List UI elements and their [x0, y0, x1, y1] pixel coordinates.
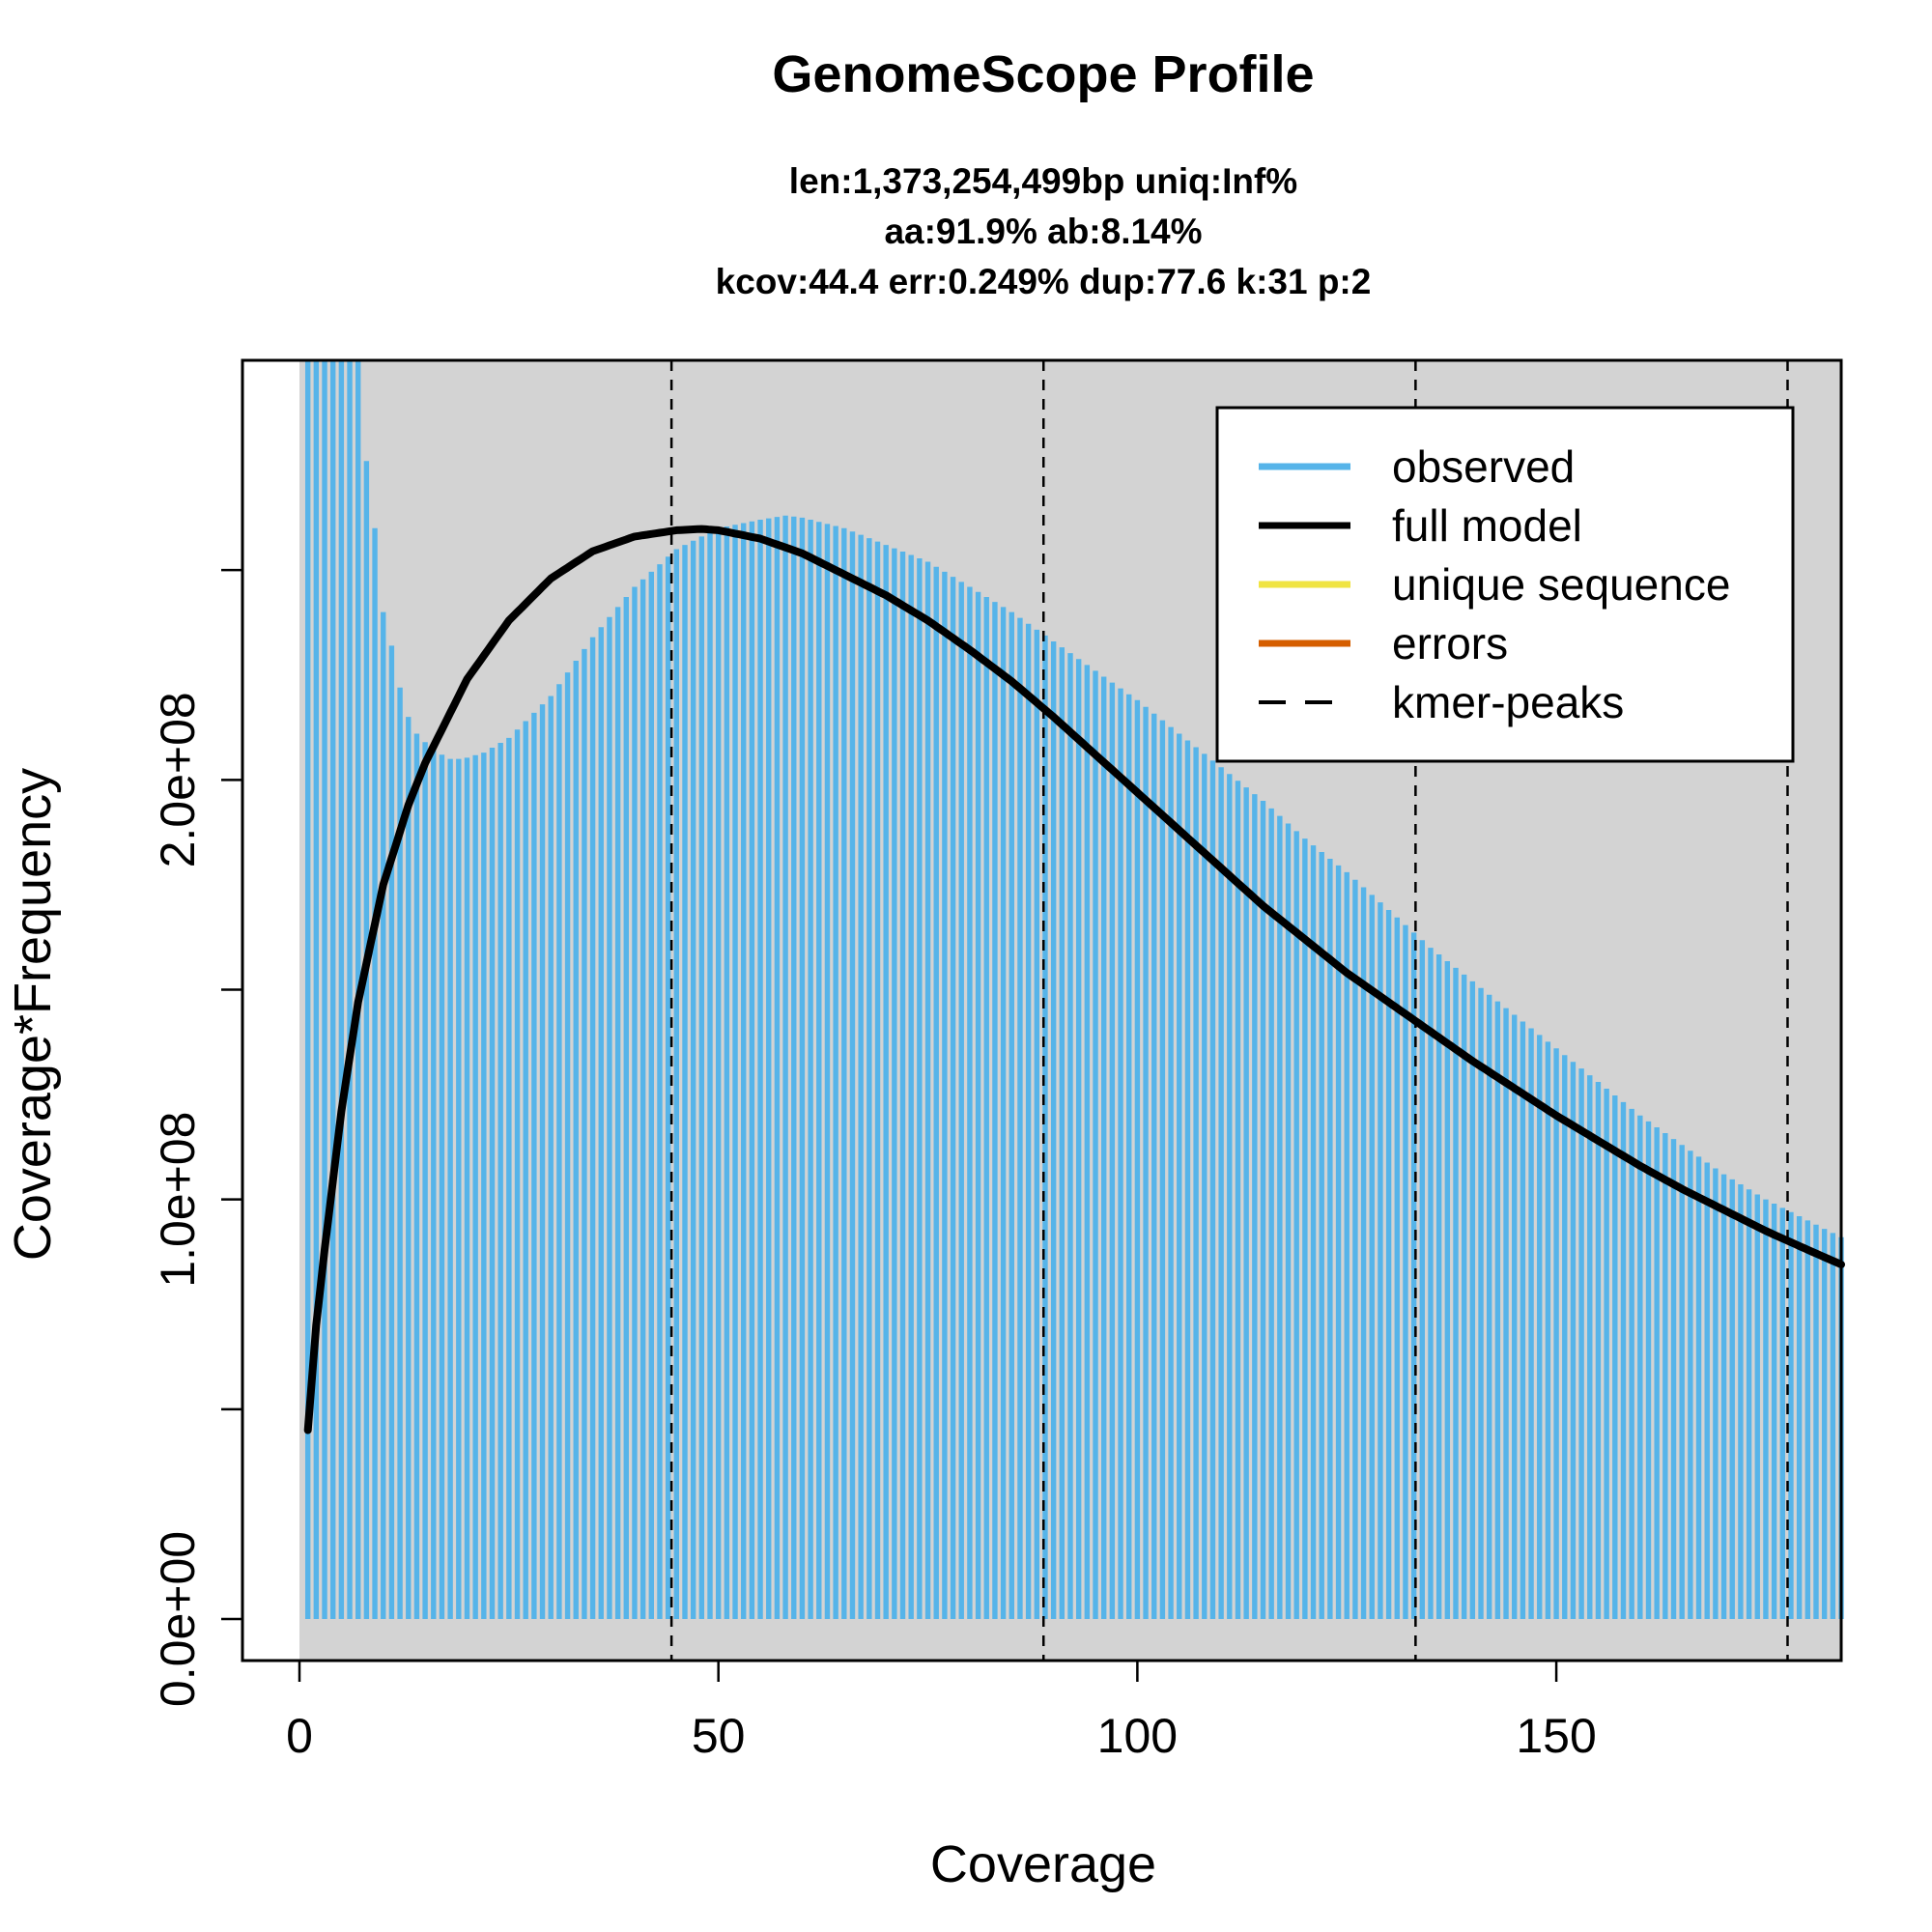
chart-title: GenomeScope Profile: [772, 45, 1314, 103]
chart-subtitle-line-2: aa:91.9% ab:8.14%: [884, 212, 1202, 251]
observed-bars: [304, 360, 1844, 1619]
chart-subtitle-line-1: len:1,373,254,499bp uniq:Inf%: [789, 161, 1297, 201]
legend-label: errors: [1392, 618, 1508, 668]
x-tick-label: 150: [1516, 1709, 1596, 1763]
chart-subtitle-line-3: kcov:44.4 err:0.249% dup:77.6 k:31 p:2: [716, 262, 1372, 301]
x-axis: 0 50 100 150: [286, 1659, 1597, 1763]
y-tick-label: 1.0e+08: [151, 1112, 205, 1288]
y-tick-label: 2.0e+08: [151, 692, 205, 867]
full-model-line: [303, 525, 1845, 1435]
y-axis-label: Coverage*Frequency: [4, 768, 62, 1261]
legend: observed full model unique sequence errors k…: [1215, 406, 1795, 763]
legend-label: observed: [1392, 441, 1575, 492]
x-axis-label: Coverage: [930, 1835, 1156, 1893]
x-tick-label: 100: [1097, 1709, 1178, 1763]
plot-left-margin: [242, 360, 299, 1661]
x-tick-label: 50: [692, 1709, 746, 1763]
legend-label: unique sequence: [1392, 559, 1730, 610]
legend-label: full model: [1392, 500, 1582, 551]
legend-label: kmer-peaks: [1392, 677, 1624, 727]
y-tick-label: 0.0e+00: [151, 1531, 205, 1707]
x-tick-label: 0: [286, 1709, 313, 1763]
y-axis: 0.0e+00 1.0e+08 2.0e+08: [151, 568, 244, 1707]
